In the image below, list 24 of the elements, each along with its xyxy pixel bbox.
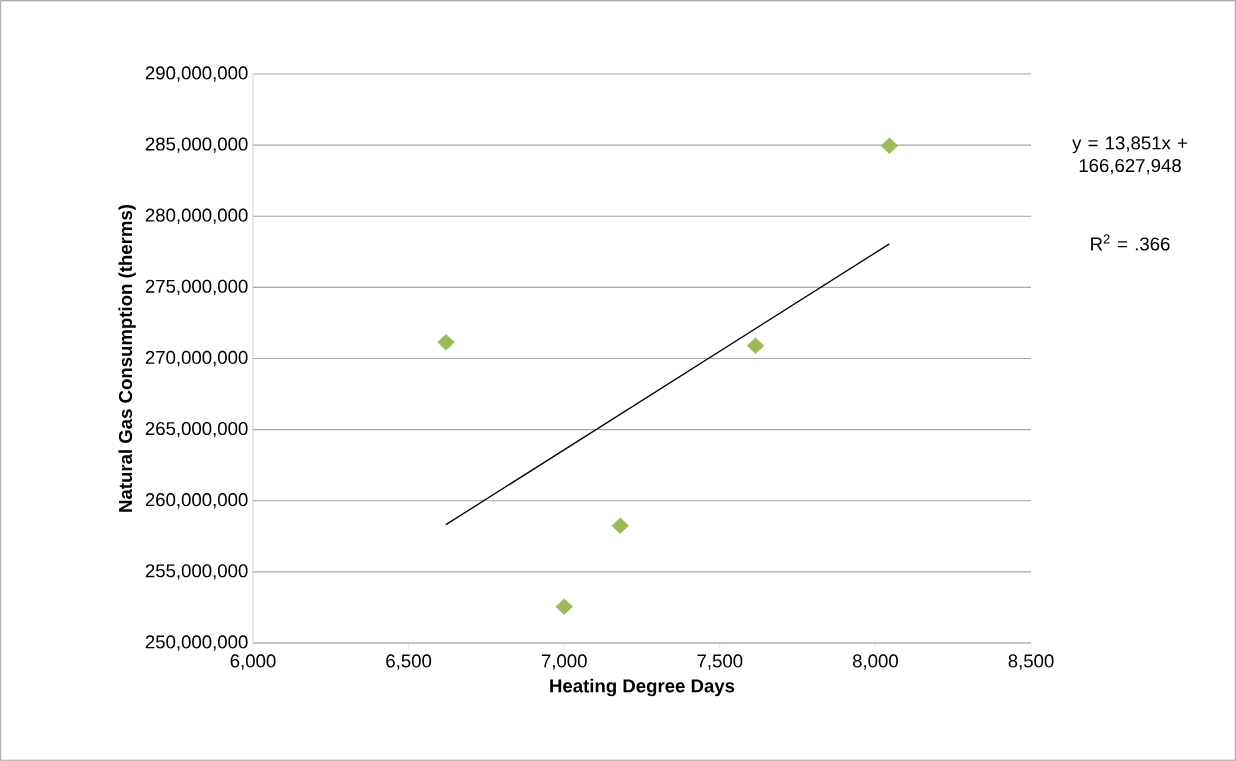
y-tick-label: 280,000,000 — [145, 208, 248, 224]
y-tick-label: 255,000,000 — [145, 564, 248, 580]
point — [555, 598, 573, 615]
y-tick-label: 260,000,000 — [145, 493, 248, 509]
y-tick-label: 275,000,000 — [145, 279, 248, 296]
x-tick-label: 6,000 — [230, 654, 276, 670]
y-tick-label: 250,000,000 — [145, 635, 248, 651]
x-tick-label: 8,000 — [852, 654, 898, 670]
y-tick-label: 285,000,000 — [145, 137, 248, 153]
x-axis-title: Heating Degree Days — [550, 678, 735, 697]
text: R$^{2}$ = .366 — [1091, 234, 1170, 251]
x-tick-label: 7,500 — [697, 654, 743, 670]
x-tick-label: 7,000 — [541, 654, 587, 670]
point — [437, 333, 455, 351]
y-tick-label: 270,000,000 — [145, 350, 248, 367]
point — [611, 517, 629, 534]
y-tick-label: 265,000,000 — [145, 421, 248, 438]
point — [746, 337, 765, 354]
x-tick-label: 8,500 — [1008, 654, 1054, 670]
y-axis-title: Natural Gas Consumption (therms) — [118, 204, 136, 512]
point — [880, 137, 899, 155]
text: y = 13,851x + 166,627,948 — [1072, 136, 1187, 175]
y-tick-label: 290,000,000 — [145, 66, 248, 82]
x-tick-label: 6,500 — [386, 654, 432, 670]
